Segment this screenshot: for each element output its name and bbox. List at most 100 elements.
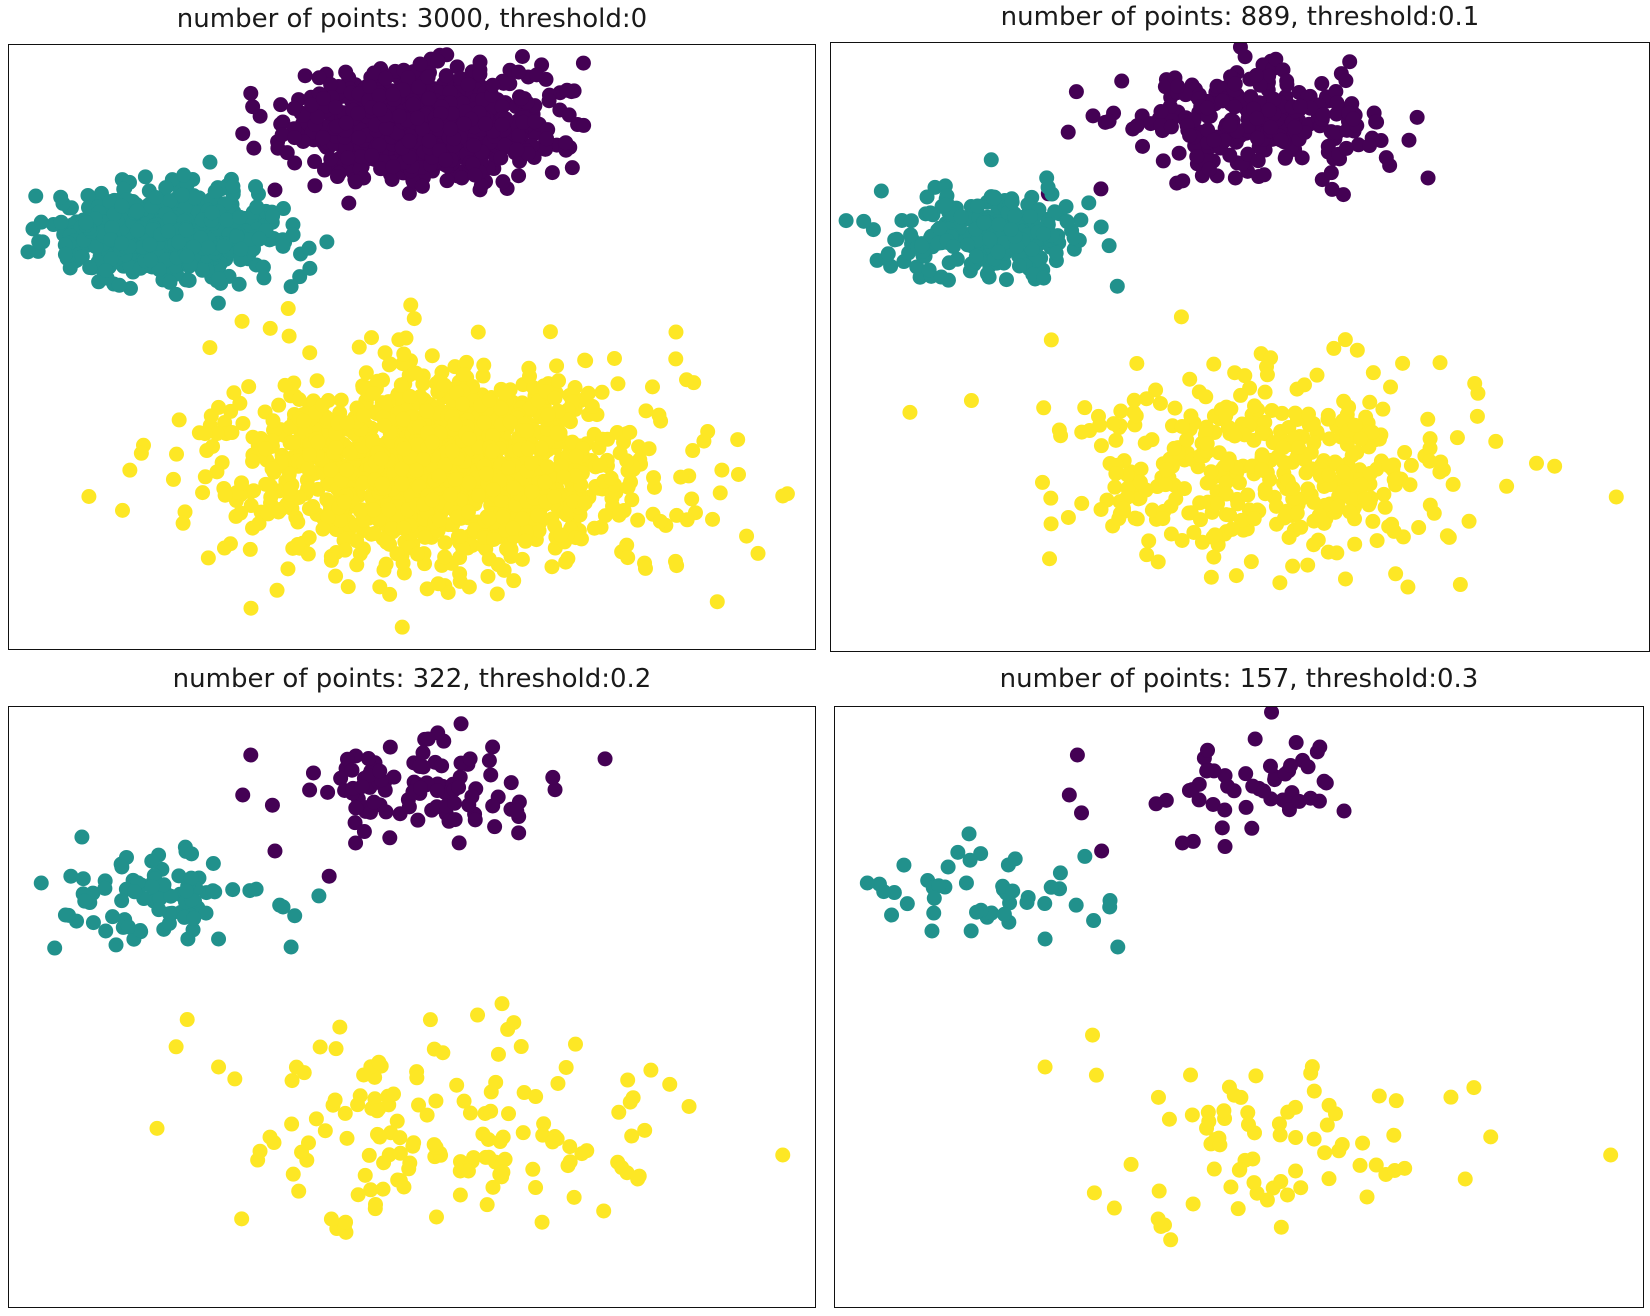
scatter-point (414, 178, 430, 194)
scatter-point (1298, 465, 1314, 481)
scatter-point (1109, 278, 1125, 294)
scatter-point (1128, 408, 1144, 424)
scatter-point (922, 205, 938, 221)
scatter-point (470, 1007, 486, 1023)
scatter-plot (859, 707, 1619, 1248)
scatter-point (114, 502, 130, 518)
scatter-point (1278, 149, 1294, 165)
scatter-point (458, 354, 474, 370)
scatter-point (679, 372, 695, 388)
scatter-point (1294, 150, 1310, 166)
scatter-point (396, 1179, 412, 1195)
scatter-point (464, 789, 480, 805)
scatter-point (1433, 454, 1449, 470)
scatter-point (249, 199, 265, 215)
scatter-point (1344, 447, 1360, 463)
scatter-point (410, 812, 426, 828)
scatter-point (245, 520, 261, 536)
scatter-point (499, 541, 515, 557)
scatter-point (323, 77, 339, 93)
scatter-point (1469, 408, 1485, 424)
scatter-point (1141, 533, 1157, 549)
chart-title: number of points: 3000, threshold:0 (176, 4, 648, 34)
scatter-point (1230, 1201, 1246, 1217)
scatter-point (1043, 332, 1059, 348)
scatter-point (1397, 445, 1413, 461)
scatter-point (202, 154, 218, 170)
scatter-point (308, 1111, 324, 1127)
scatter-point (1276, 454, 1292, 470)
scatter-point (495, 509, 511, 525)
scatter-point (353, 149, 369, 165)
scatter-point (168, 1039, 184, 1055)
scatter-point (1106, 1200, 1122, 1216)
scatter-point (460, 1163, 476, 1179)
scatter-point (245, 99, 261, 115)
scatter-point (561, 107, 577, 123)
scatter-point (235, 787, 251, 803)
scatter-point (307, 154, 323, 170)
scatter-point (500, 460, 516, 476)
scatter-point (919, 189, 935, 205)
scatter-point (1309, 367, 1325, 383)
scatter-point (1337, 332, 1353, 348)
scatter-point (1034, 474, 1050, 490)
scatter-point (264, 461, 280, 477)
scatter-point (1113, 403, 1129, 419)
scatter-point (269, 582, 285, 598)
scatter-point (434, 364, 450, 380)
scatter-point (424, 348, 440, 364)
scatter-point (392, 1130, 408, 1146)
scatter-point (300, 461, 316, 477)
scatter-point (478, 466, 494, 482)
scatter-point (524, 455, 540, 471)
scatter-point (624, 492, 640, 508)
scatter-point (401, 185, 417, 201)
scatter-point (350, 105, 366, 121)
scatter-point (382, 739, 398, 755)
scatter-point (1336, 803, 1352, 819)
scatter-point (137, 169, 153, 185)
scatter-point (382, 586, 398, 602)
scatter-point (184, 846, 200, 862)
scatter-point (207, 183, 223, 199)
scatter-point (142, 237, 158, 253)
scatter-point (880, 246, 896, 262)
scatter-point (1126, 392, 1142, 408)
scatter-point (1168, 491, 1184, 507)
scatter-point (151, 262, 167, 278)
scatter-point (233, 252, 249, 268)
scatter-point (1386, 523, 1402, 539)
scatter-point (1387, 1162, 1403, 1178)
scatter-point (382, 356, 398, 372)
scatter-point (396, 520, 412, 536)
scatter-point (1068, 897, 1084, 913)
scatter-point (1375, 401, 1391, 417)
scatter-point (376, 418, 392, 434)
scatter-point (292, 269, 308, 285)
scatter-point (619, 537, 635, 553)
scatter-point (1212, 1137, 1228, 1153)
series-cluster_0 (235, 47, 592, 211)
scatter-point (283, 939, 299, 955)
scatter-point (171, 234, 187, 250)
scatter-point (1329, 95, 1345, 111)
scatter-point (1182, 371, 1198, 387)
scatter-point (231, 276, 247, 292)
scatter-point (1005, 883, 1021, 899)
scatter-point (1129, 118, 1145, 134)
scatter-point (714, 462, 730, 478)
scatter-point (411, 79, 427, 95)
scatter-point (156, 877, 172, 893)
scatter-point (378, 556, 394, 572)
scatter-point (544, 165, 560, 181)
scatter-point (320, 509, 336, 525)
scatter-point (257, 441, 273, 457)
scatter-point (1383, 379, 1399, 395)
scatter-point (411, 1097, 427, 1113)
scatter-point (245, 453, 261, 469)
scatter-point (556, 469, 572, 485)
scatter-point (1287, 405, 1303, 421)
scatter-point (386, 769, 402, 785)
scatter-point (494, 996, 510, 1012)
